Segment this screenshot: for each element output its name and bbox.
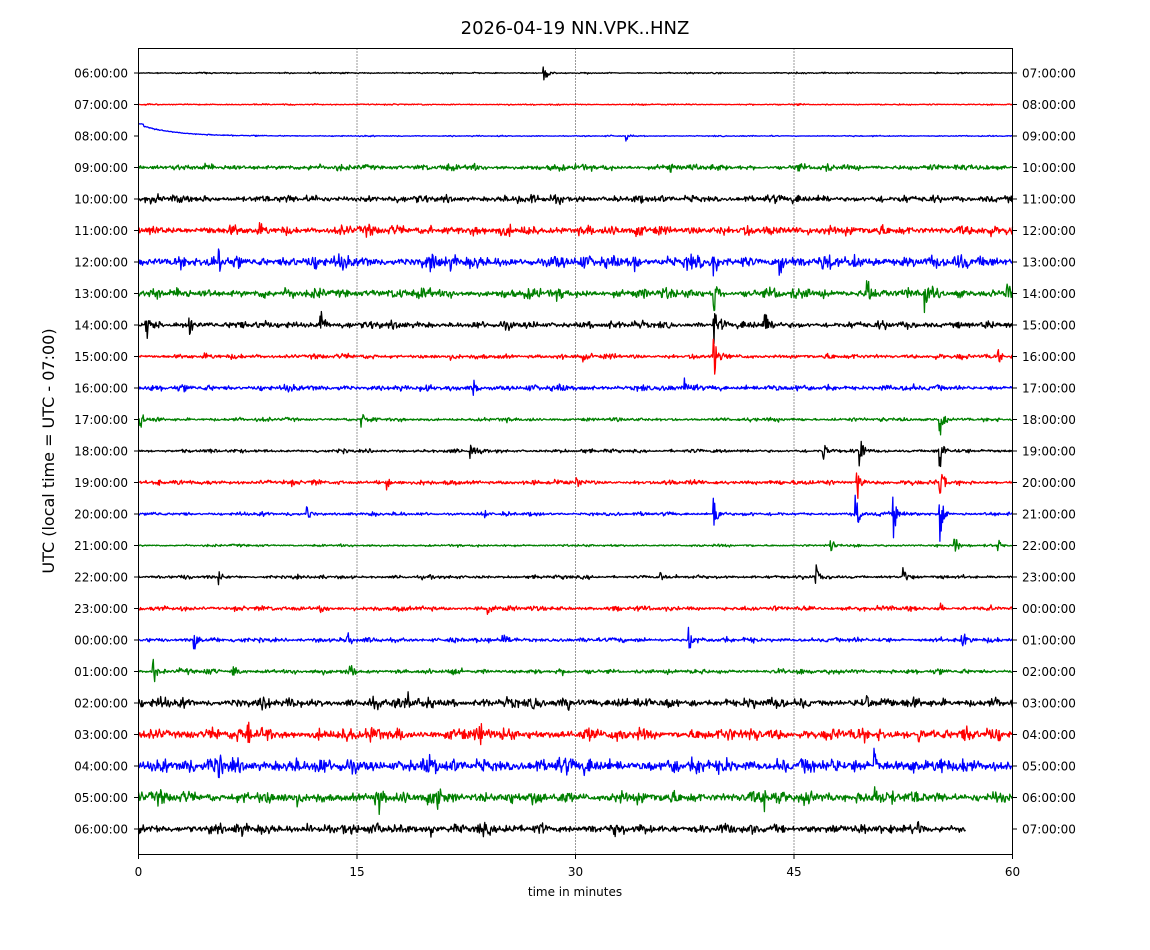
seismic-trace [138, 602, 1014, 616]
y-tick-label-utc: 22:00:00 [74, 571, 128, 585]
y-axis-right-ticks: 07:00:00 08:00:00 09:00:00 10:00:00 11:00:00… [1012, 67, 1076, 837]
y-tick-label-utc: 03:00:00 [74, 728, 128, 742]
y-tick-label-local: 22:00:00 [1022, 539, 1076, 553]
seismic-trace [137, 747, 1013, 779]
y-tick-label-utc: 07:00:00 [74, 98, 128, 112]
y-tick-label-local: 23:00:00 [1022, 571, 1076, 585]
seismic-traces [137, 66, 1014, 838]
seismic-trace [138, 413, 1013, 436]
y-tick-label-utc: 09:00:00 [74, 161, 128, 175]
y-tick-label-local: 03:00:00 [1022, 697, 1076, 711]
y-tick-label-utc: 20:00:00 [74, 508, 128, 522]
x-tick-label: 30 [568, 865, 583, 879]
y-tick-label-utc: 00:00:00 [74, 634, 128, 648]
y-tick-label-utc: 21:00:00 [74, 539, 128, 553]
chart-title: 2026-04-19 NN.VPK..HNZ [461, 18, 690, 39]
x-tick-label: 60 [1005, 865, 1020, 879]
seismic-trace [138, 538, 1013, 552]
seismic-trace [137, 193, 1014, 206]
y-tick-label-local: 07:00:00 [1022, 823, 1076, 837]
seismic-trace [138, 66, 1014, 81]
y-tick-label-utc: 06:00:00 [74, 823, 128, 837]
seismic-trace [137, 821, 966, 838]
y-tick-label-utc: 13:00:00 [74, 287, 128, 301]
y-tick-label-utc: 12:00:00 [74, 256, 128, 270]
y-tick-label-utc: 06:00:00 [74, 67, 128, 81]
y-tick-label-local: 10:00:00 [1022, 161, 1076, 175]
y-tick-label-utc: 18:00:00 [74, 445, 128, 459]
seismic-trace [137, 786, 1014, 816]
seismic-trace [138, 626, 1013, 650]
y-tick-label-utc: 17:00:00 [74, 413, 128, 427]
y-tick-label-local: 00:00:00 [1022, 602, 1076, 616]
y-tick-label-local: 18:00:00 [1022, 413, 1076, 427]
y-tick-label-local: 20:00:00 [1022, 476, 1076, 490]
seismic-trace [138, 123, 1013, 142]
y-tick-label-utc: 16:00:00 [74, 382, 128, 396]
y-tick-label-local: 09:00:00 [1022, 130, 1076, 144]
seismic-trace [137, 564, 1014, 586]
seismic-trace [138, 338, 1013, 375]
seismic-trace [138, 440, 1014, 468]
seismic-trace [137, 721, 1013, 746]
x-tick-label: 15 [349, 865, 364, 879]
y-tick-label-local: 11:00:00 [1022, 193, 1076, 207]
y-tick-label-local: 05:00:00 [1022, 760, 1076, 774]
y-tick-label-utc: 02:00:00 [74, 697, 128, 711]
seismic-trace [137, 310, 1014, 345]
seismic-trace [137, 691, 1014, 711]
y-tick-label-utc: 15:00:00 [74, 350, 128, 364]
y-tick-label-utc: 08:00:00 [74, 130, 128, 144]
seismic-trace [138, 162, 1013, 173]
y-axis-left-ticks: 06:00:00 07:00:00 08:00:00 09:00:00 10:00:00… [74, 67, 139, 837]
y-tick-label-local: 07:00:00 [1022, 67, 1076, 81]
seismic-trace [137, 248, 1014, 277]
x-tick-label: 45 [786, 865, 801, 879]
y-tick-label-local: 08:00:00 [1022, 98, 1076, 112]
y-tick-label-local: 19:00:00 [1022, 445, 1076, 459]
x-axis-ticks: 0 15 30 45 60 [135, 854, 1020, 879]
seismic-trace [137, 377, 1014, 396]
seismic-trace [137, 280, 1014, 314]
seismic-trace [138, 494, 1014, 542]
seismic-trace [137, 222, 1014, 238]
y-tick-label-local: 13:00:00 [1022, 256, 1076, 270]
y-tick-label-utc: 05:00:00 [74, 791, 128, 805]
y-tick-label-local: 02:00:00 [1022, 665, 1076, 679]
y-tick-label-local: 06:00:00 [1022, 791, 1076, 805]
y-tick-label-local: 01:00:00 [1022, 634, 1076, 648]
y-tick-label-local: 14:00:00 [1022, 287, 1076, 301]
seismic-trace [138, 102, 1013, 107]
y-tick-label-utc: 19:00:00 [74, 476, 128, 490]
y-tick-label-utc: 11:00:00 [74, 224, 128, 238]
seismic-trace [137, 658, 1013, 683]
x-tick-label: 0 [135, 865, 143, 879]
y-tick-label-utc: 01:00:00 [74, 665, 128, 679]
y-tick-label-utc: 04:00:00 [74, 760, 128, 774]
y-tick-label-local: 16:00:00 [1022, 350, 1076, 364]
y-tick-label-local: 17:00:00 [1022, 382, 1076, 396]
y-tick-label-utc: 14:00:00 [74, 319, 128, 333]
y-tick-label-utc: 23:00:00 [74, 602, 128, 616]
x-axis-label: time in minutes [528, 885, 622, 899]
y-axis-label: UTC (local time = UTC - 07:00) [39, 328, 58, 573]
seismic-trace [138, 472, 1013, 499]
y-tick-label-local: 21:00:00 [1022, 508, 1076, 522]
y-tick-label-local: 12:00:00 [1022, 224, 1076, 238]
y-tick-label-local: 15:00:00 [1022, 319, 1076, 333]
y-tick-label-local: 04:00:00 [1022, 728, 1076, 742]
y-tick-label-utc: 10:00:00 [74, 193, 128, 207]
